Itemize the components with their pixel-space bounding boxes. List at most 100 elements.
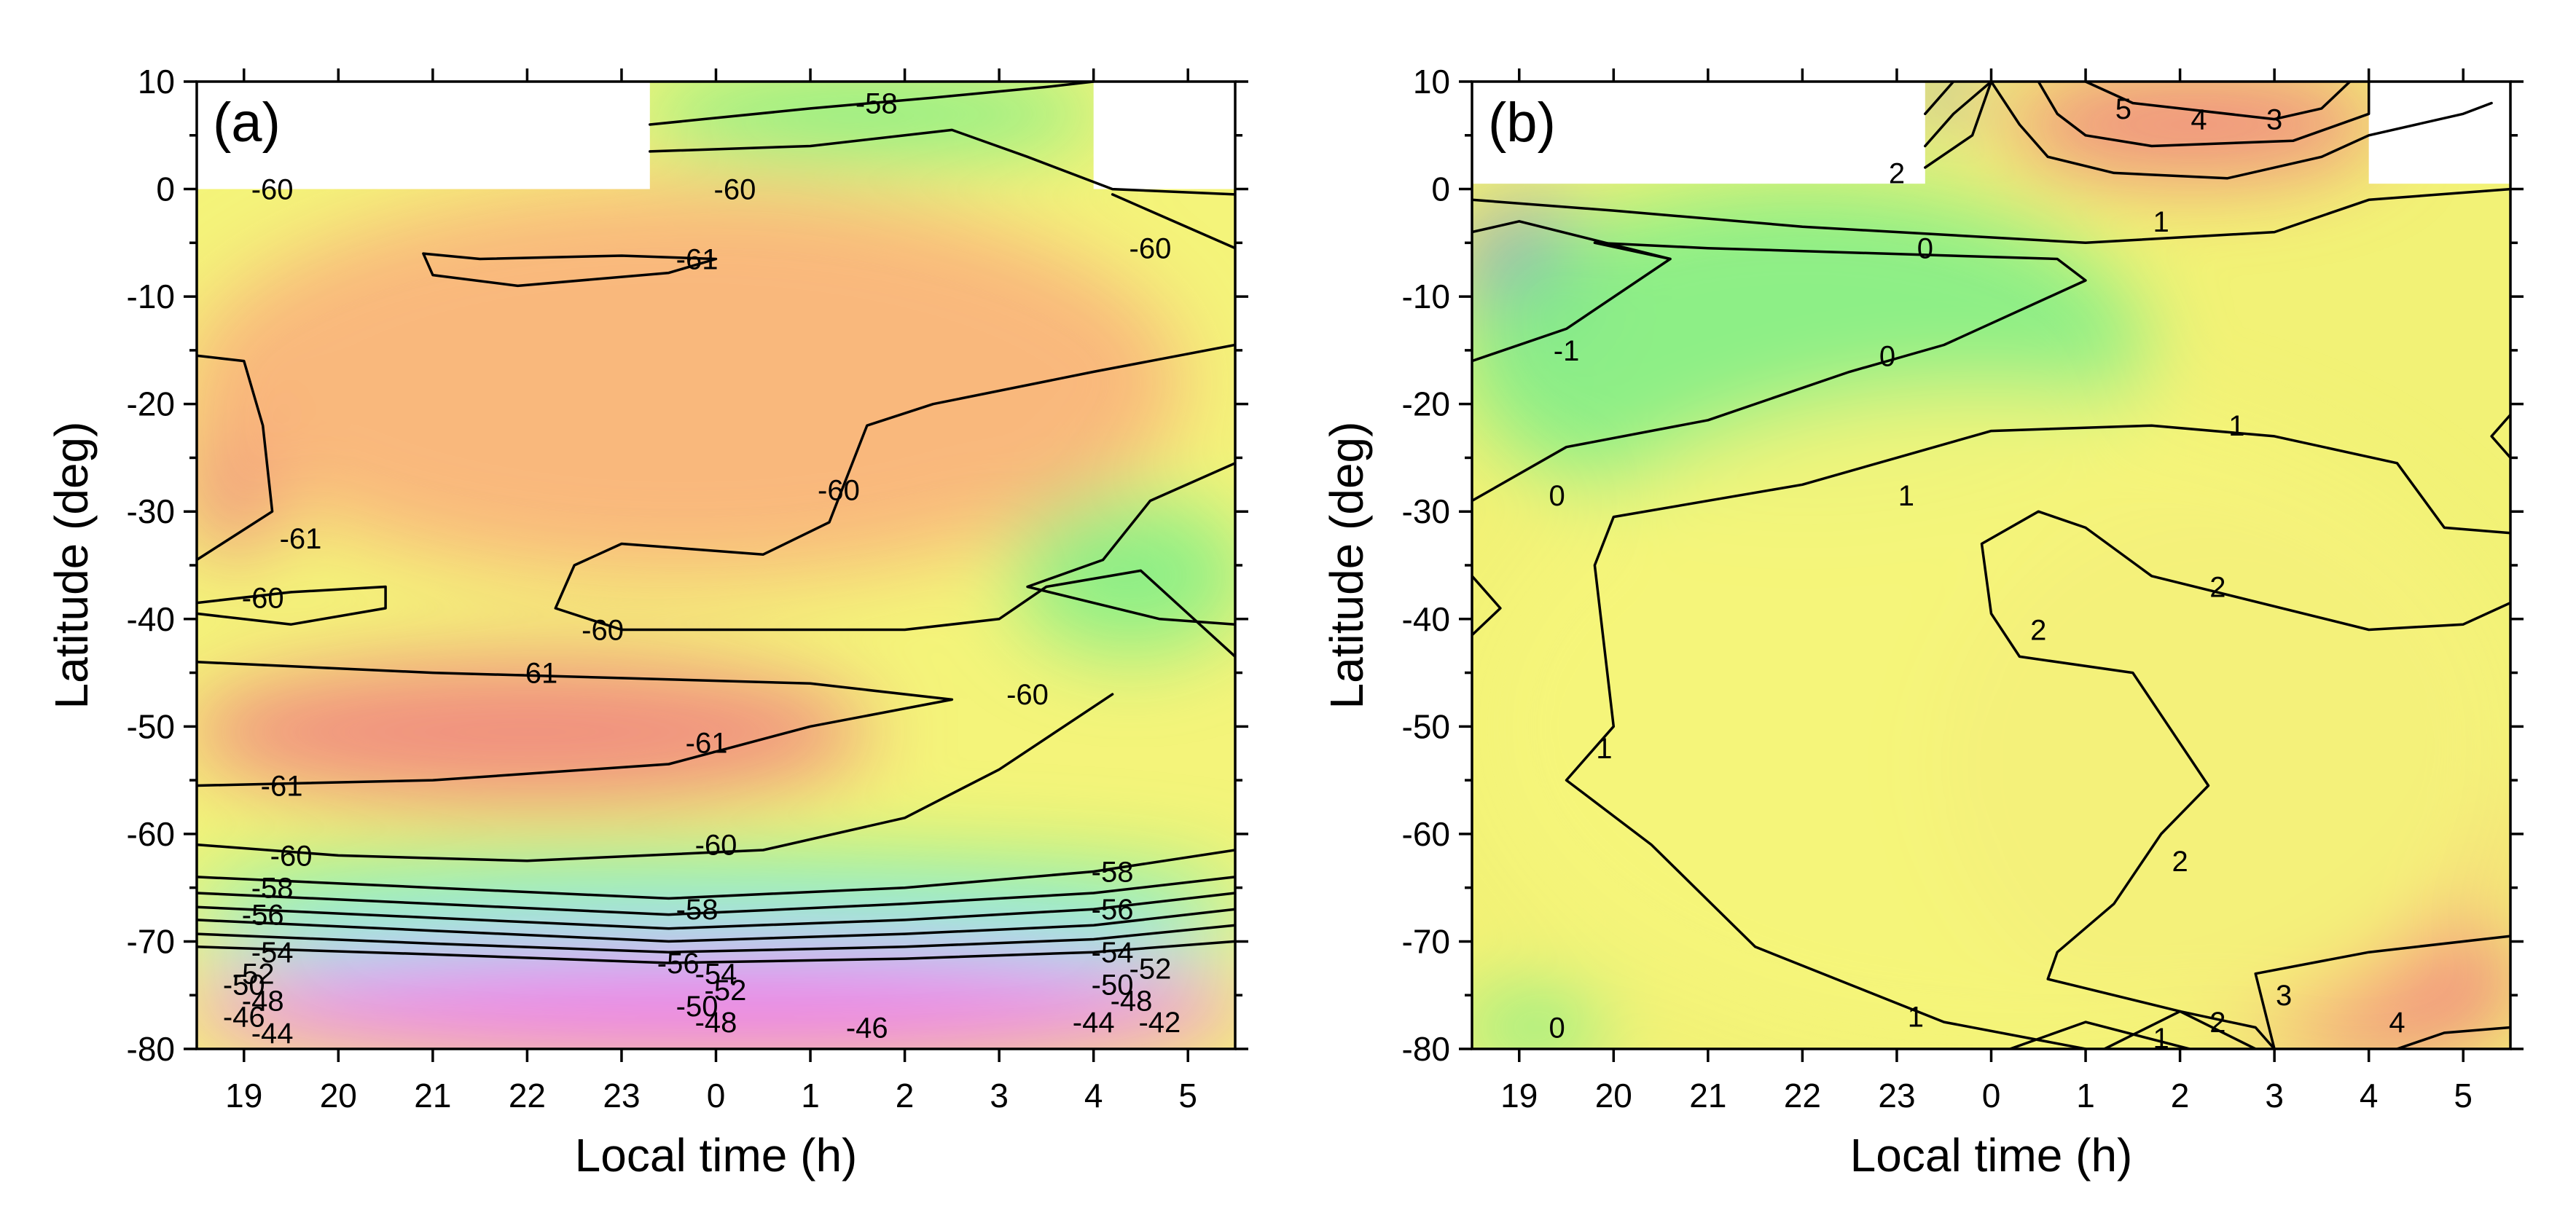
- panel-a-y-axis-label: Latitude (deg): [45, 422, 98, 709]
- panel-a-y-tick-label: -60: [127, 815, 175, 853]
- panel-a-contour-4: [197, 354, 274, 562]
- panel-a-contour-label: -52: [232, 959, 275, 991]
- panel-b-contours: [1472, 82, 2510, 1049]
- panel-b-y-tick-label: 0: [1431, 170, 1450, 208]
- panel-a-contour-label: -48: [1111, 986, 1153, 1018]
- panel-a-fill: -58 -60 -61 -60 -60 -61 -60 -60 -61 -60 -61 -61 -60 -…: [197, 82, 1235, 1049]
- panel-b-x-tick-label: 23: [1878, 1077, 1915, 1114]
- panel-b-contour-label: 1: [2228, 410, 2244, 442]
- panel-b-contour-5: [1472, 187, 2510, 245]
- panel-a-contour-label: -50: [223, 969, 265, 1001]
- panel-b-y-tick-label: 10: [1413, 63, 1450, 101]
- panel-a-contour-label: -60: [818, 475, 860, 507]
- panel-b-contour-label: 5: [2115, 93, 2131, 125]
- panel-b-contour-15: [2395, 1026, 2510, 1049]
- panel-b-y-tick-label: -10: [1402, 278, 1450, 315]
- panel-b-contour-label: 1: [1596, 733, 1612, 765]
- panel-a-contour-label: -60: [242, 582, 284, 614]
- panel-a-contour-label: -61: [686, 727, 728, 759]
- panel-a-x-tick-label: 20: [320, 1077, 357, 1114]
- panel-a-region-cool-4: [1013, 497, 1235, 656]
- panel-a-contour-label: -58: [676, 894, 719, 926]
- panel-a-x-tick-label: 5: [1178, 1077, 1197, 1114]
- panel-a-contour-label: -54: [251, 937, 294, 969]
- panel-a-contour-5: [554, 343, 1235, 658]
- panel-a-y-tick-label: -10: [127, 278, 175, 315]
- panel-b-region-mid-7: [1472, 389, 2510, 1049]
- panel-a-x-tick-label: 0: [707, 1077, 726, 1114]
- panel-a-contour-13: [197, 908, 1235, 943]
- panel-b-contour-2: [1924, 82, 2493, 180]
- panel-a-contour-label: -56: [657, 948, 700, 980]
- panel-b-x-tick-label: 3: [2265, 1077, 2284, 1114]
- panel-b-x-tick-label: 0: [1982, 1077, 2001, 1114]
- panel-a-contour-label: -61: [515, 658, 557, 690]
- panel-b-x-tick-label: 1: [2076, 1077, 2095, 1114]
- panel-a-contour-label: -56: [1092, 894, 1134, 926]
- panel-b-contour-11: [2008, 1021, 2191, 1049]
- panel-a-contour-label: -46: [223, 1002, 265, 1034]
- panel-a-contour-label: -60: [695, 830, 737, 862]
- panel-a-x-tick-label: 2: [896, 1077, 915, 1114]
- panel-b-contour-label: 1: [1908, 1002, 1924, 1034]
- panel-b-no-data-1: [2368, 82, 2510, 184]
- panel-a-contour-label: -60: [1006, 679, 1049, 711]
- panel-a-y-tick-label: -40: [127, 600, 175, 638]
- panel-a-contour-12: [197, 892, 1235, 930]
- panel-a-contour-label: -58: [1092, 857, 1134, 889]
- panel-a-contour-10: [197, 849, 1235, 900]
- panel-b-y-tick-label: -50: [1402, 707, 1450, 745]
- panel-a-contour-label: -61: [280, 523, 322, 555]
- panel-a-contour-label: -56: [242, 900, 284, 932]
- panel-b-contour-label: 1: [2153, 206, 2169, 238]
- panel-b-contour-label: 1: [1898, 480, 1914, 512]
- panel-a-contour-label: -61: [261, 770, 303, 802]
- panel-a-contour-6: [1026, 462, 1235, 626]
- panel-a-contour-label: -42: [1138, 1007, 1181, 1039]
- panel-b-fill: 5 4 3 2 1 0 -1 0 1 0 1 2 2 1 2 1 1 2 3 4 0: [1472, 82, 2510, 1055]
- panel-a-no-data-1: [1093, 82, 1235, 189]
- panel-b-contour-10: [1565, 424, 2510, 1049]
- panel-a-y-tick-label: 0: [156, 170, 175, 208]
- panel-a-contour-label: -46: [846, 1012, 888, 1044]
- panel-a-contour-label: -50: [1092, 969, 1134, 1001]
- panel-a-ticks: 19 20 21 22 23 0 1 2 3 4 5100-10-20-30-40-50-60-70…: [127, 63, 1248, 1114]
- panel-a-y-tick-label: 10: [138, 63, 175, 101]
- panel-a-x-tick-label: 23: [603, 1077, 640, 1114]
- panel-b-y-tick-label: -30: [1402, 492, 1450, 530]
- panel-b-contour-1: [1924, 82, 1993, 148]
- panel-b-color-regions: [1472, 82, 2510, 1049]
- panel-a-contour-label: -60: [270, 840, 313, 872]
- panel-b-contour-12: [2103, 1010, 2276, 1049]
- panel-b-contour-label: 1: [2153, 1023, 2169, 1055]
- panel-a-region-high-1: [197, 658, 872, 806]
- panel-b-x-tick-label: 19: [1500, 1077, 1538, 1114]
- panel-a-contour-3: [422, 252, 718, 288]
- panel-a-contour-1: [649, 128, 1235, 196]
- panel-b-contour-label: -1: [1554, 335, 1580, 367]
- panel-a-contour-label: -60: [582, 615, 624, 647]
- panel-b-y-tick-label: -40: [1402, 600, 1450, 638]
- panel-a-contour-label: -60: [714, 174, 756, 206]
- panel-a-x-tick-label: 1: [801, 1077, 820, 1114]
- panel-a-contour-label: -54: [1092, 937, 1134, 969]
- panel-a-contour-label: -60: [251, 174, 294, 206]
- panel-b-y-axis-label: Latitude (deg): [1320, 422, 1373, 709]
- panel-a-y-tick-label: -50: [127, 707, 175, 745]
- panel-b-contour-label: 2: [2209, 572, 2225, 604]
- panel-a-contour-label: -48: [695, 1007, 737, 1039]
- panel-a-contour-label: -58: [856, 88, 898, 120]
- panel-a-x-tick-label: 19: [225, 1077, 262, 1114]
- panel-a-contour-label: -60: [1130, 233, 1172, 265]
- panel-a-no-data-0: [197, 82, 650, 189]
- panel-b-region-low-5: [1472, 991, 1610, 1049]
- panel-b-contour-label: 2: [2172, 846, 2188, 878]
- panel-b-no-data-0: [1472, 82, 1925, 184]
- panel-a-label: (a): [213, 92, 281, 154]
- panel-b-contour-label: 2: [1889, 157, 1905, 189]
- panel-a-region-coldest-7: [197, 948, 1235, 1049]
- panel-a-contour-label: -61: [676, 243, 719, 275]
- panel-a-contour-7: [197, 585, 387, 626]
